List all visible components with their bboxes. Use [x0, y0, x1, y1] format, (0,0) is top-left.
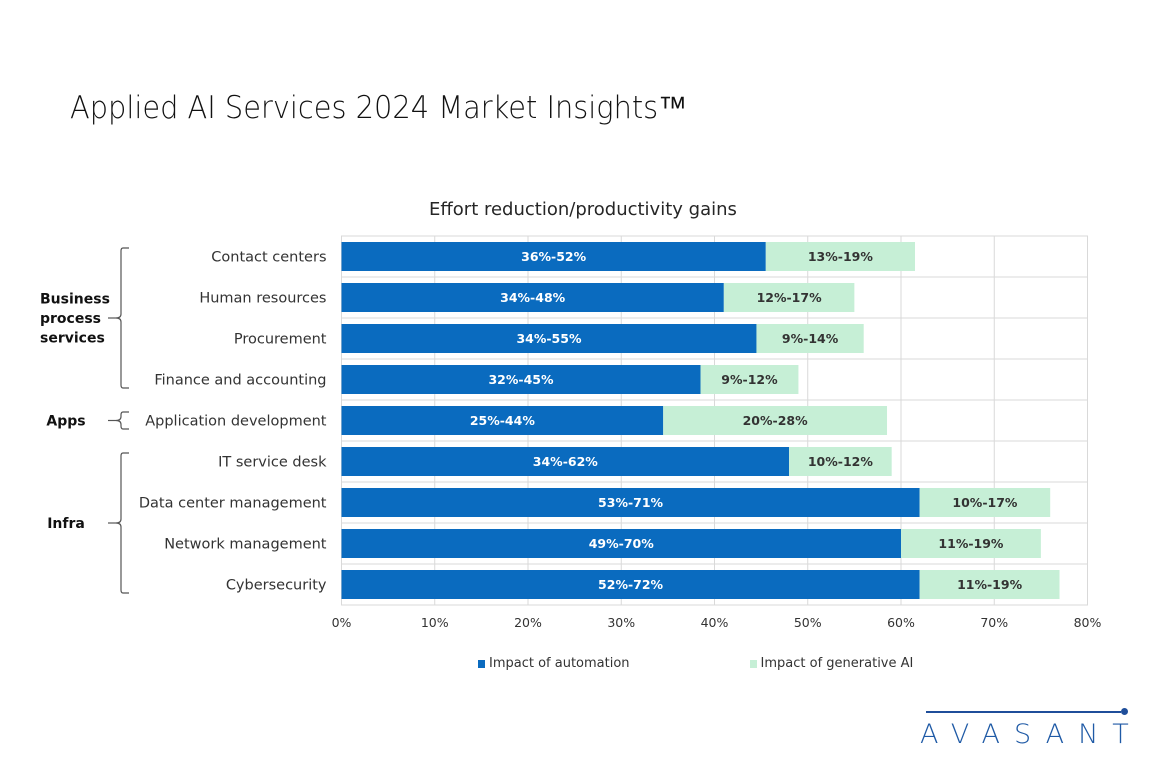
group-label: Infra — [47, 516, 85, 532]
group-bracket — [115, 247, 129, 389]
chart-legend: Impact of automation Impact of generativ… — [478, 656, 913, 671]
bar-automation — [341, 447, 790, 476]
category-label: Network management — [164, 537, 327, 553]
x-tick-label: 70% — [980, 615, 1008, 630]
avasant-logo: AVASANT — [918, 703, 1130, 751]
logo-line — [926, 711, 1121, 713]
data-label-generative-ai: 9%-14% — [782, 331, 839, 346]
data-label-generative-ai: 11%-19% — [957, 577, 1023, 592]
data-label-generative-ai: 9%-12% — [721, 372, 778, 387]
x-tick-label: 30% — [607, 615, 635, 630]
category-label: Finance and accounting — [154, 373, 326, 389]
category-label: IT service desk — [218, 455, 327, 471]
group-bracket — [115, 411, 129, 430]
data-label-automation: 52%-72% — [598, 577, 664, 592]
data-label-generative-ai: 20%-28% — [743, 413, 809, 428]
bar-generative-ai — [789, 447, 892, 476]
bar-generative-ai — [663, 406, 888, 435]
legend-item-generative-ai: Impact of generative AI — [749, 656, 914, 671]
bar-automation — [341, 406, 664, 435]
bar-automation — [341, 242, 766, 271]
page-title: Applied AI Services 2024 Market Insights… — [70, 90, 688, 126]
data-label-generative-ai: 10%-12% — [808, 454, 874, 469]
group-label: services — [40, 331, 105, 347]
x-tick-label: 0% — [332, 615, 352, 630]
bar-automation — [341, 570, 920, 599]
data-label-automation: 49%-70% — [589, 536, 655, 551]
category-label: Cybersecurity — [226, 578, 327, 594]
bar-automation — [341, 529, 901, 558]
x-tick-label: 80% — [1074, 615, 1102, 630]
legend-label-generative-ai: Impact of generative AI — [760, 656, 914, 671]
data-label-automation: 34%-48% — [500, 290, 566, 305]
data-label-automation: 36%-52% — [521, 249, 587, 264]
group-label: Apps — [46, 414, 85, 430]
data-label-generative-ai: 13%-19% — [808, 249, 874, 264]
bar-generative-ai — [723, 283, 855, 312]
logo-text: AVASANT — [920, 719, 1143, 750]
bar-automation — [341, 488, 920, 517]
legend-label-automation: Impact of automation — [489, 656, 630, 671]
group-bracket — [115, 452, 129, 594]
x-tick-label: 60% — [887, 615, 915, 630]
bar-automation — [341, 283, 724, 312]
bar-generative-ai — [901, 529, 1041, 558]
legend-swatch-automation — [478, 659, 485, 668]
legend-item-automation: Impact of automation — [478, 656, 630, 671]
bar-generative-ai — [700, 365, 799, 394]
bar-generative-ai — [919, 488, 1051, 517]
x-tick-label: 20% — [514, 615, 542, 630]
category-label: Application development — [145, 414, 327, 430]
x-tick-label: 10% — [421, 615, 449, 630]
category-label: Procurement — [234, 332, 327, 348]
category-label: Contact centers — [211, 250, 326, 266]
data-label-generative-ai: 11%-19% — [938, 536, 1004, 551]
bar-generative-ai — [765, 242, 915, 271]
group-label: process — [40, 311, 101, 327]
data-label-automation: 25%-44% — [470, 413, 536, 428]
data-label-automation: 34%-55% — [516, 331, 582, 346]
category-label: Human resources — [199, 291, 326, 307]
bar-generative-ai — [919, 570, 1060, 599]
x-tick-label: 50% — [794, 615, 822, 630]
logo-dot — [1121, 708, 1128, 715]
bar-generative-ai — [756, 324, 864, 353]
data-label-automation: 32%-45% — [488, 372, 554, 387]
group-label: Business — [40, 292, 110, 308]
data-label-generative-ai: 10%-17% — [952, 495, 1018, 510]
bar-automation — [341, 324, 757, 353]
data-label-generative-ai: 12%-17% — [757, 290, 823, 305]
category-label: Data center management — [139, 496, 327, 512]
legend-swatch-generative-ai — [749, 659, 757, 668]
data-label-automation: 53%-71% — [598, 495, 664, 510]
chart-title: Effort reduction/productivity gains — [429, 199, 737, 220]
bar-automation — [341, 365, 701, 394]
x-tick-label: 40% — [701, 615, 729, 630]
data-label-automation: 34%-62% — [533, 454, 599, 469]
